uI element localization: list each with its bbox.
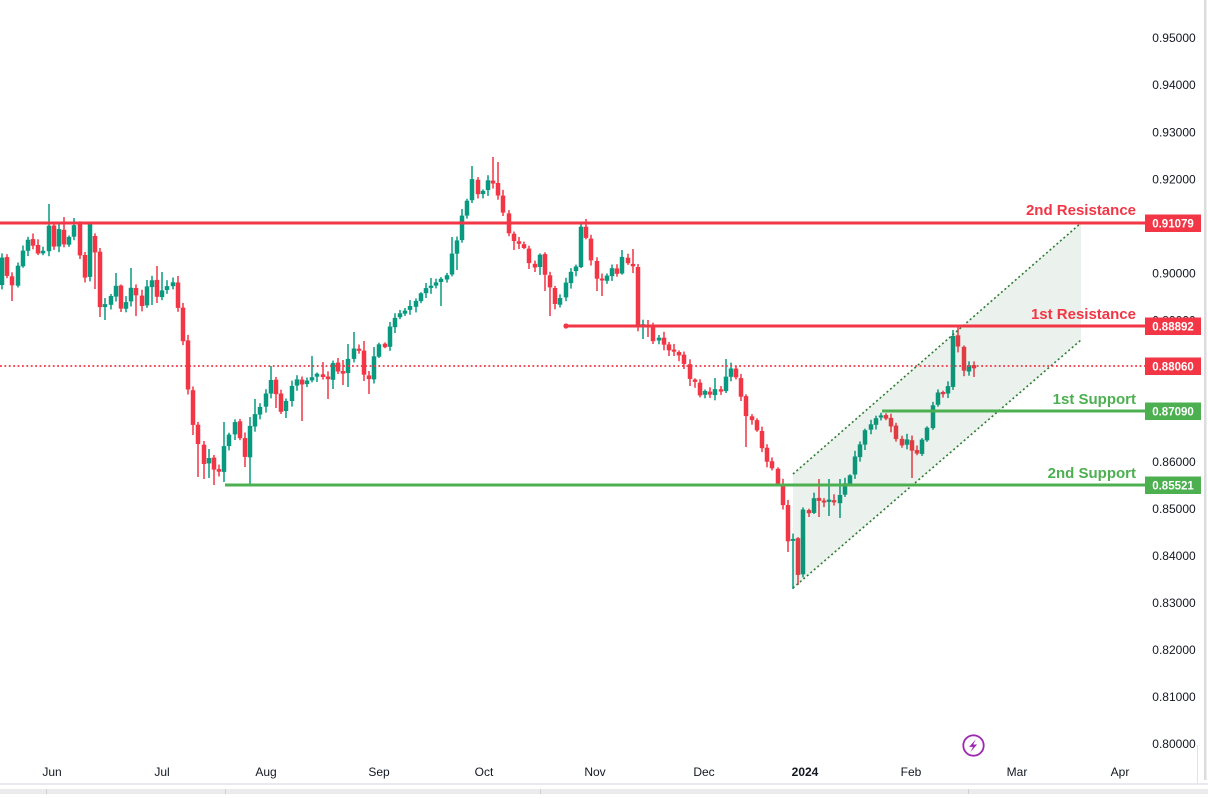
svg-text:0.85521: 0.85521 — [1152, 480, 1194, 492]
svg-text:0.90000: 0.90000 — [1152, 267, 1196, 281]
svg-text:Apr: Apr — [1111, 765, 1130, 779]
svg-text:Nov: Nov — [584, 765, 605, 779]
svg-text:0.88060: 0.88060 — [1152, 361, 1194, 373]
svg-text:0.88892: 0.88892 — [1152, 321, 1194, 333]
svg-text:0.83000: 0.83000 — [1152, 596, 1196, 610]
svg-text:Sep: Sep — [368, 765, 390, 779]
svg-text:0.85000: 0.85000 — [1152, 502, 1196, 516]
svg-text:0.95000: 0.95000 — [1152, 31, 1196, 45]
svg-text:0.84000: 0.84000 — [1152, 549, 1196, 563]
svg-text:1st Support: 1st Support — [1053, 391, 1136, 408]
svg-text:Jun: Jun — [42, 765, 61, 779]
svg-text:0.81000: 0.81000 — [1152, 690, 1196, 704]
svg-text:0.87090: 0.87090 — [1152, 406, 1194, 418]
svg-text:0.94000: 0.94000 — [1152, 78, 1196, 92]
svg-text:0.92000: 0.92000 — [1152, 172, 1196, 186]
svg-text:Jul: Jul — [154, 765, 169, 779]
svg-text:Oct: Oct — [475, 765, 494, 779]
svg-text:0.91079: 0.91079 — [1152, 218, 1194, 230]
svg-text:1st Resistance: 1st Resistance — [1031, 306, 1136, 323]
svg-text:Feb: Feb — [901, 765, 922, 779]
svg-text:0.82000: 0.82000 — [1152, 643, 1196, 657]
svg-text:Mar: Mar — [1007, 765, 1028, 779]
svg-text:2024: 2024 — [792, 765, 819, 779]
svg-text:2nd Resistance: 2nd Resistance — [1026, 202, 1136, 219]
svg-text:0.80000: 0.80000 — [1152, 737, 1196, 751]
svg-text:0.93000: 0.93000 — [1152, 125, 1196, 139]
svg-text:Aug: Aug — [255, 765, 276, 779]
svg-text:0.86000: 0.86000 — [1152, 455, 1196, 469]
svg-text:Dec: Dec — [693, 765, 714, 779]
svg-text:2nd Support: 2nd Support — [1048, 465, 1136, 482]
